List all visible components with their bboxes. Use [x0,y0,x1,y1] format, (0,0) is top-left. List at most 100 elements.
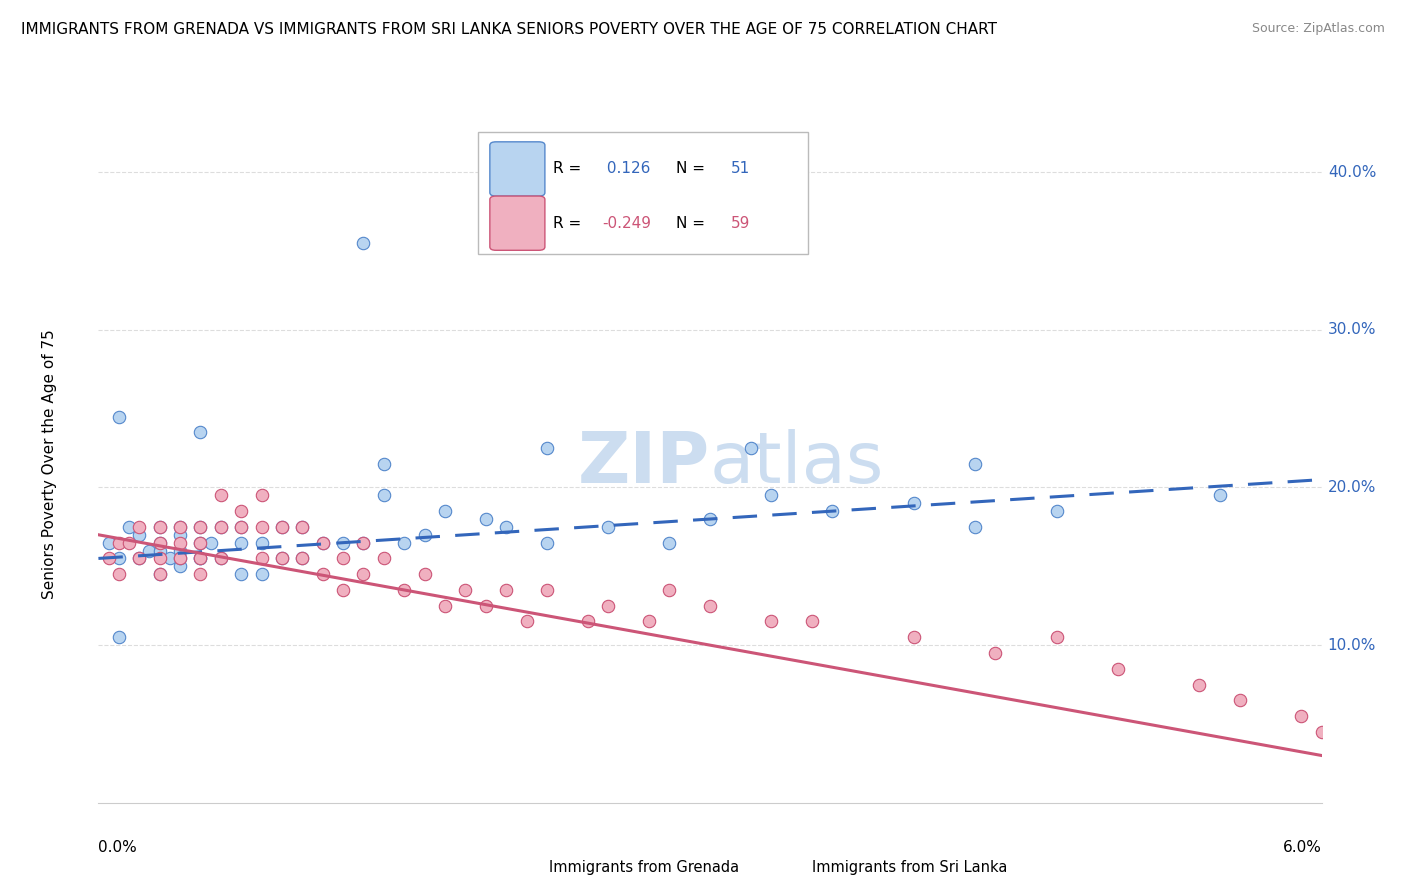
Point [138,543,160,558]
Point [231,520,253,534]
Point [536,441,558,455]
Text: 20.0%: 20.0% [1327,480,1376,495]
Point [231,567,253,582]
Point [474,512,498,526]
Point [149,551,172,566]
Text: 40.0%: 40.0% [1327,165,1376,179]
Point [108,409,131,424]
Point [392,535,416,549]
Point [1045,504,1069,518]
Point [454,582,477,597]
Point [250,488,273,502]
Text: ZIP: ZIP [578,429,710,499]
Point [108,535,131,549]
Point [536,582,558,597]
Text: Immigrants from Grenada: Immigrants from Grenada [548,860,738,875]
Point [169,535,191,549]
Point [413,528,436,542]
Point [963,520,986,534]
FancyBboxPatch shape [489,196,546,251]
Text: 59: 59 [731,216,751,231]
Point [159,551,181,566]
FancyBboxPatch shape [489,142,546,196]
Point [903,630,925,644]
Point [169,520,191,534]
Point [250,520,273,534]
Point [1045,630,1069,644]
Point [495,582,517,597]
Text: 30.0%: 30.0% [1327,322,1376,337]
Text: -0.249: -0.249 [602,216,651,231]
Point [188,567,212,582]
Point [169,551,191,566]
Point [1310,724,1333,739]
Point [311,567,335,582]
Point [231,504,253,518]
Text: 10.0%: 10.0% [1327,638,1376,653]
Point [373,457,395,471]
Point [97,551,120,566]
Point [169,543,191,558]
Point [108,567,131,582]
FancyBboxPatch shape [498,852,543,883]
Point [699,512,721,526]
Point [188,520,212,534]
Point [598,520,620,534]
Point [658,582,681,597]
Point [250,535,273,549]
Point [118,520,141,534]
Point [118,535,141,549]
Point [149,567,172,582]
Point [332,582,354,597]
Point [761,488,783,502]
Point [821,504,844,518]
Point [188,551,212,566]
Point [188,551,212,566]
Text: IMMIGRANTS FROM GRENADA VS IMMIGRANTS FROM SRI LANKA SENIORS POVERTY OVER THE AG: IMMIGRANTS FROM GRENADA VS IMMIGRANTS FR… [21,22,997,37]
Point [1188,677,1211,691]
Point [250,551,273,566]
Point [637,615,661,629]
Point [291,551,314,566]
Point [128,528,150,542]
Point [108,551,131,566]
Point [516,615,538,629]
Point [169,528,191,542]
Point [188,535,212,549]
Point [291,520,314,534]
Point [352,567,374,582]
Point [270,551,292,566]
Point [231,520,253,534]
Point [433,504,456,518]
Text: 0.0%: 0.0% [98,840,138,855]
Text: 6.0%: 6.0% [1282,840,1322,855]
Point [149,567,172,582]
Point [149,535,172,549]
Text: Source: ZipAtlas.com: Source: ZipAtlas.com [1251,22,1385,36]
Point [149,520,172,534]
Point [332,535,354,549]
Text: Seniors Poverty Over the Age of 75: Seniors Poverty Over the Age of 75 [42,329,58,599]
Point [740,441,762,455]
Text: Immigrants from Sri Lanka: Immigrants from Sri Lanka [811,860,1007,875]
Point [108,630,131,644]
Point [1229,693,1251,707]
Point [128,551,150,566]
Point [903,496,925,510]
Point [169,551,191,566]
Point [209,551,232,566]
Point [209,551,232,566]
Point [209,488,232,502]
Point [97,535,120,549]
Point [250,567,273,582]
Point [598,599,620,613]
Point [200,535,222,549]
Point [270,520,292,534]
Point [270,551,292,566]
Point [963,457,986,471]
Point [149,543,172,558]
Point [209,520,232,534]
Point [413,567,436,582]
Text: R =: R = [554,216,586,231]
Point [188,535,212,549]
